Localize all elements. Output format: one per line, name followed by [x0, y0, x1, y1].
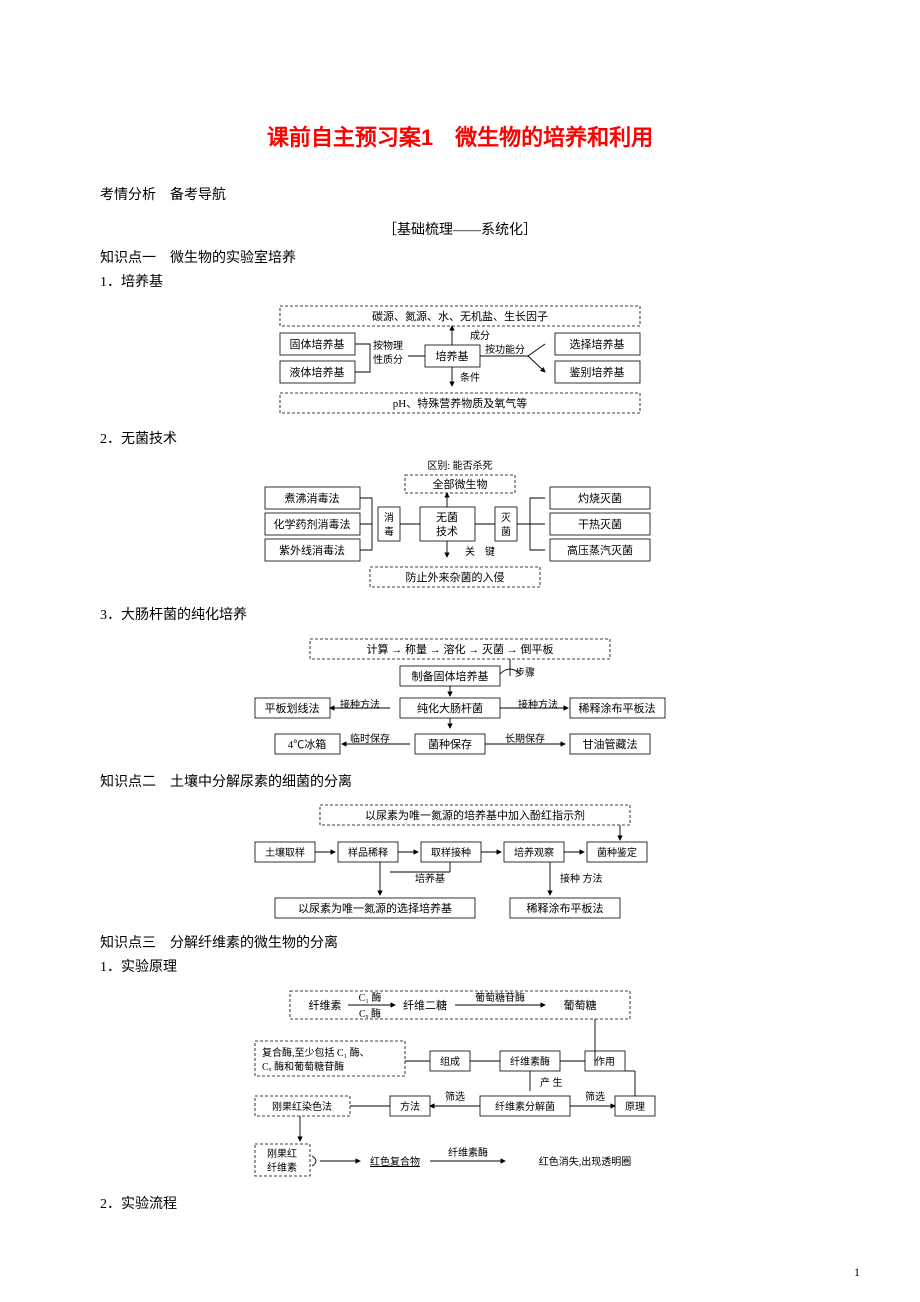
svg-text:刚果红: 刚果红 [267, 1147, 297, 1160]
svg-text:灼烧灭菌: 灼烧灭菌 [578, 491, 622, 505]
diagram-ecoli: 计算 → 称量 → 溶化 → 灭菌 → 倒平板 制备固体培养基 步骤 平板划线法… [250, 634, 670, 764]
svg-text:条件: 条件 [460, 371, 480, 384]
svg-text:全部微生物: 全部微生物 [433, 477, 488, 491]
svg-text:制备固体培养基: 制备固体培养基 [412, 669, 489, 683]
svg-text:接种方法: 接种方法 [340, 698, 380, 711]
svg-text:作用: 作用 [595, 1056, 615, 1068]
svg-text:技术: 技术 [436, 525, 458, 538]
svg-text:刚果红染色法: 刚果红染色法 [272, 1100, 332, 1113]
svg-text:固体培养基: 固体培养基 [290, 337, 345, 351]
svg-text:关 键: 关 键 [465, 545, 495, 558]
page-title: 课前自主预习案1 微生物的培养和利用 [100, 120, 820, 155]
svg-text:Cₓ 酶: Cₓ 酶 [359, 1007, 381, 1020]
diagram-urea: 以尿素为唯一氮源的培养基中加入酚红指示剂 土壤取样 样品稀释 取样接种 培养观察… [250, 800, 670, 925]
svg-text:C₁ 酶: C₁ 酶 [359, 991, 382, 1004]
svg-text:计算 → 称量 → 溶化 → 灭菌 → 倒平板: 计算 → 称量 → 溶化 → 灭菌 → 倒平板 [367, 642, 554, 656]
kp3-item1: 1．实验原理 [100, 957, 820, 979]
svg-text:接种 方法: 接种 方法 [560, 872, 603, 885]
svg-text:步骤: 步骤 [515, 667, 535, 679]
svg-text:红色消失,出现透明圈: 红色消失,出现透明圈 [539, 1155, 632, 1168]
svg-text:灭: 灭 [501, 512, 511, 524]
svg-text:pH、特殊营养物质及氧气等: pH、特殊营养物质及氧气等 [393, 396, 527, 410]
svg-text:菌种鉴定: 菌种鉴定 [597, 846, 637, 859]
base-label: ［基础梳理——系统化］ [100, 220, 820, 242]
svg-text:平板划线法: 平板划线法 [265, 701, 320, 715]
svg-text:纤维二糖: 纤维二糖 [403, 998, 447, 1012]
svg-text:纤维素酶: 纤维素酶 [510, 1055, 550, 1068]
diagram-medium: 碳源、氮源、水、无机盐、生长因子 固体培养基 液体培养基 按物理 性质分 培养基… [270, 301, 650, 421]
svg-text:纯化大肠杆菌: 纯化大肠杆菌 [417, 701, 483, 715]
svg-text:区别: 能否杀死: 区别: 能否杀死 [427, 459, 492, 472]
svg-text:筛选: 筛选 [445, 1090, 465, 1103]
svg-text:培养观察: 培养观察 [514, 846, 554, 859]
svg-text:紫外线消毒法: 紫外线消毒法 [279, 543, 345, 557]
svg-text:方法: 方法 [400, 1100, 420, 1113]
page-number: 1 [854, 1263, 860, 1282]
svg-text:Cₓ 酶和葡萄糖苷酶: Cₓ 酶和葡萄糖苷酶 [262, 1060, 344, 1073]
svg-text:碳源、氮源、水、无机盐、生长因子: 碳源、氮源、水、无机盐、生长因子 [372, 309, 548, 323]
svg-text:产 生: 产 生 [540, 1076, 563, 1089]
diagram-aseptic: 区别: 能否杀死 全部微生物 煮沸消毒法 化学药剂消毒法 紫外线消毒法 消 毒 … [260, 457, 660, 597]
svg-text:液体培养基: 液体培养基 [290, 365, 345, 379]
svg-text:按功能分: 按功能分 [485, 343, 525, 356]
kp1-item1: 1．培养基 [100, 272, 820, 294]
kp3-item2: 2．实验流程 [100, 1194, 820, 1216]
svg-text:按物理: 按物理 [373, 339, 403, 352]
svg-text:干热灭菌: 干热灭菌 [578, 518, 622, 531]
svg-text:鉴别培养基: 鉴别培养基 [570, 365, 625, 379]
kp1-item2: 2．无菌技术 [100, 429, 820, 451]
svg-text:甘油管藏法: 甘油管藏法 [583, 737, 638, 751]
svg-text:土壤取样: 土壤取样 [265, 846, 305, 859]
svg-text:4℃冰箱: 4℃冰箱 [288, 737, 327, 751]
svg-text:长期保存: 长期保存 [505, 732, 545, 745]
svg-text:稀释涂布平板法: 稀释涂布平板法 [527, 901, 604, 915]
svg-text:纤维素: 纤维素 [309, 999, 342, 1012]
svg-text:成分: 成分 [470, 330, 490, 342]
svg-text:煮沸消毒法: 煮沸消毒法 [285, 491, 340, 505]
kp3-heading: 知识点三 分解纤维素的微生物的分离 [100, 933, 820, 955]
svg-text:以尿素为唯一氮源的选择培养基: 以尿素为唯一氮源的选择培养基 [298, 901, 452, 915]
kp1-item3: 3．大肠杆菌的纯化培养 [100, 605, 820, 627]
diagram-cellulose: 纤维素 C₁ 酶 Cₓ 酶 纤维二糖 葡萄糖苷酶 葡萄糖 复合酶,至少包括 C₁… [250, 986, 670, 1186]
svg-text:葡萄糖苷酶: 葡萄糖苷酶 [475, 991, 525, 1004]
svg-text:临时保存: 临时保存 [350, 732, 390, 745]
svg-text:消: 消 [384, 511, 394, 524]
svg-text:复合酶,至少包括 C₁ 酶、: 复合酶,至少包括 C₁ 酶、 [262, 1046, 370, 1059]
svg-text:纤维素: 纤维素 [267, 1161, 297, 1174]
svg-text:筛选: 筛选 [585, 1090, 605, 1103]
svg-text:选择培养基: 选择培养基 [570, 337, 625, 351]
svg-text:以尿素为唯一氮源的培养基中加入酚红指示剂: 以尿素为唯一氮源的培养基中加入酚红指示剂 [365, 808, 585, 822]
svg-text:性质分: 性质分 [373, 353, 403, 366]
svg-text:无菌: 无菌 [436, 511, 458, 524]
svg-text:葡萄糖: 葡萄糖 [564, 998, 597, 1012]
nav-line: 考情分析 备考导航 [100, 185, 820, 207]
svg-text:组成: 组成 [440, 1055, 460, 1068]
svg-text:培养基: 培养基 [436, 349, 469, 363]
svg-text:样品稀释: 样品稀释 [348, 846, 388, 859]
svg-text:培养基: 培养基 [415, 872, 445, 885]
svg-text:菌: 菌 [501, 526, 511, 538]
svg-text:高压蒸汽灭菌: 高压蒸汽灭菌 [567, 543, 633, 557]
svg-text:菌种保存: 菌种保存 [428, 737, 472, 751]
svg-text:纤维素分解菌: 纤维素分解菌 [495, 1100, 555, 1113]
svg-text:接种方法: 接种方法 [518, 698, 558, 711]
svg-text:红色复合物: 红色复合物 [370, 1155, 420, 1168]
svg-text:稀释涂布平板法: 稀释涂布平板法 [579, 701, 656, 715]
svg-text:化学药剂消毒法: 化学药剂消毒法 [274, 517, 351, 531]
svg-text:纤维素酶: 纤维素酶 [448, 1146, 488, 1159]
kp1-heading: 知识点一 微生物的实验室培养 [100, 248, 820, 270]
svg-text:取样接种: 取样接种 [431, 846, 471, 859]
svg-text:毒: 毒 [384, 525, 394, 538]
svg-text:防止外来杂菌的入侵: 防止外来杂菌的入侵 [406, 570, 505, 584]
svg-text:原理: 原理 [625, 1101, 645, 1113]
kp2-heading: 知识点二 土壤中分解尿素的细菌的分离 [100, 772, 820, 794]
